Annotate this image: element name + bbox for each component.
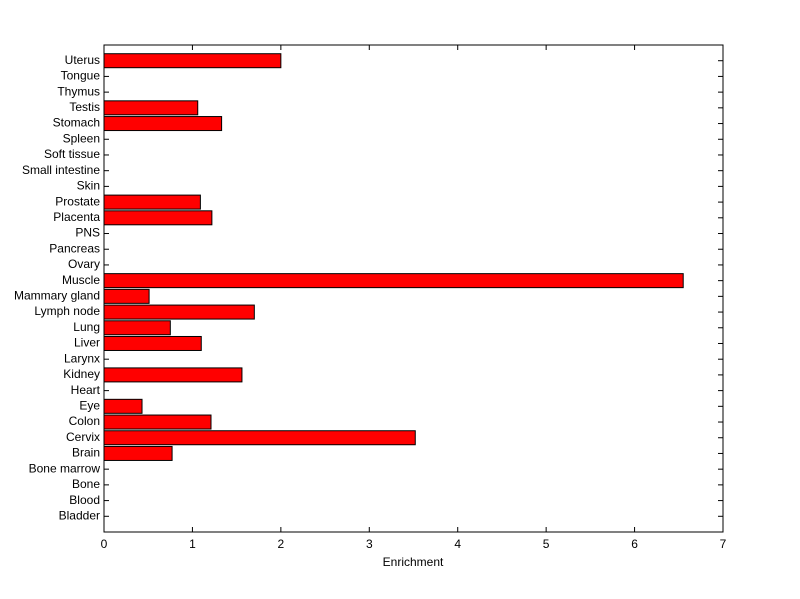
y-tick-label: Tongue bbox=[61, 69, 101, 83]
y-tick-label: Placenta bbox=[53, 210, 100, 224]
x-tick-label: 4 bbox=[454, 537, 461, 551]
bar bbox=[103, 304, 255, 320]
y-tick-label: Lung bbox=[73, 320, 100, 334]
y-tick-label: Soft tissue bbox=[44, 147, 100, 161]
y-tick-label: Uterus bbox=[65, 53, 100, 67]
y-tick-label: Eye bbox=[79, 398, 100, 412]
bar bbox=[103, 445, 173, 461]
y-tick-label: Thymus bbox=[57, 84, 100, 98]
bar bbox=[103, 273, 684, 289]
x-tick-label: 7 bbox=[720, 537, 727, 551]
bar bbox=[103, 116, 223, 132]
y-tick-label: Colon bbox=[69, 414, 100, 428]
bar bbox=[103, 398, 143, 414]
y-tick-label: Ovary bbox=[68, 257, 100, 271]
x-tick-label: 0 bbox=[101, 537, 108, 551]
y-tick-label: Blood bbox=[69, 493, 100, 507]
x-tick-label: 5 bbox=[543, 537, 550, 551]
y-tick-label: Lymph node bbox=[34, 304, 100, 318]
bar bbox=[103, 210, 213, 226]
y-tick-label: Prostate bbox=[55, 194, 100, 208]
bar bbox=[103, 430, 416, 446]
x-axis-label: Enrichment bbox=[383, 555, 444, 569]
bar bbox=[103, 414, 212, 430]
y-tick-label: Heart bbox=[71, 383, 101, 397]
y-tick-label: Spleen bbox=[63, 131, 100, 145]
bar bbox=[103, 53, 282, 69]
y-tick-label: Bone marrow bbox=[29, 461, 101, 475]
x-tick-label: 6 bbox=[631, 537, 638, 551]
x-tick-label: 3 bbox=[366, 537, 373, 551]
y-tick-label: Cervix bbox=[66, 430, 100, 444]
y-tick-label: Testis bbox=[69, 100, 100, 114]
y-tick-label: Bone bbox=[72, 477, 100, 491]
y-tick-label: PNS bbox=[75, 226, 100, 240]
y-tick-label: Small intestine bbox=[22, 163, 100, 177]
bar bbox=[103, 320, 171, 336]
bar bbox=[103, 367, 243, 383]
x-tick-label: 1 bbox=[189, 537, 196, 551]
y-tick-label: Skin bbox=[77, 179, 100, 193]
y-tick-label: Liver bbox=[74, 336, 100, 350]
bar bbox=[103, 335, 202, 351]
bar bbox=[103, 100, 199, 116]
y-tick-label: Larynx bbox=[64, 351, 100, 365]
y-tick-label: Kidney bbox=[63, 367, 100, 381]
y-tick-label: Pancreas bbox=[49, 241, 100, 255]
y-tick-label: Muscle bbox=[62, 273, 100, 287]
y-tick-label: Brain bbox=[72, 446, 100, 460]
bar bbox=[103, 194, 201, 210]
y-tick-label: Mammary gland bbox=[14, 289, 100, 303]
y-tick-label: Stomach bbox=[53, 116, 100, 130]
bar bbox=[103, 288, 150, 304]
x-tick-label: 2 bbox=[278, 537, 285, 551]
y-tick-label: Bladder bbox=[59, 508, 100, 522]
